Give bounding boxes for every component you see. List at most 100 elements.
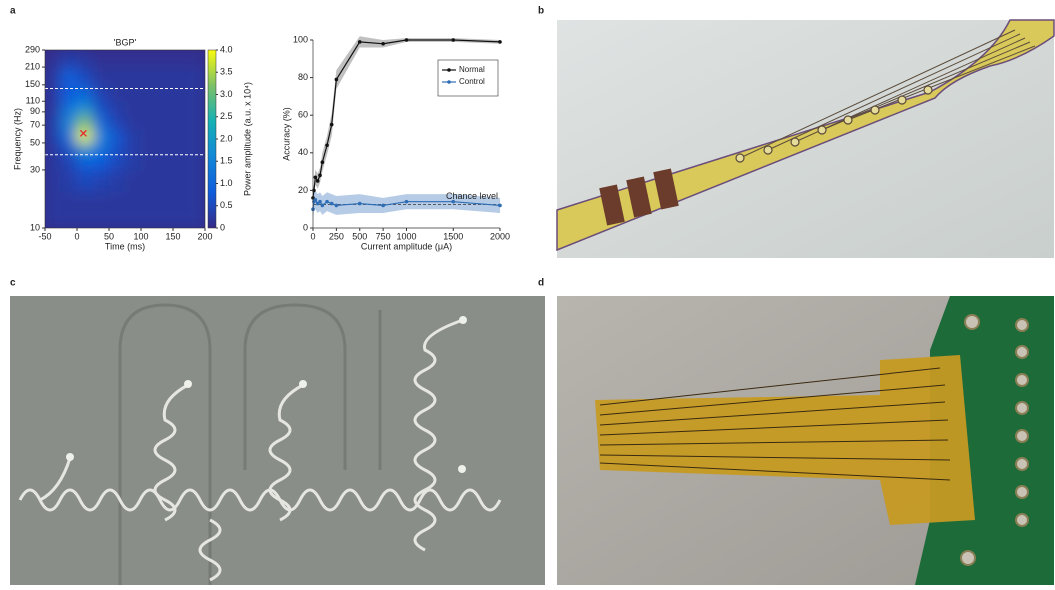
heatmap-cell bbox=[125, 154, 142, 170]
heatmap-cell bbox=[109, 67, 126, 86]
legend-marker bbox=[447, 80, 451, 84]
heatmap-cell bbox=[173, 154, 190, 170]
y-tick-label: 100 bbox=[293, 34, 308, 44]
y-tick-label: 60 bbox=[298, 110, 308, 120]
heatmap-blur bbox=[45, 50, 206, 229]
heatmap-cell bbox=[173, 169, 190, 191]
heatmap-cell bbox=[125, 169, 142, 191]
heatmap-cell bbox=[125, 142, 142, 155]
heatmap-cell bbox=[109, 129, 126, 144]
x-axis-label: Current amplitude (μA) bbox=[361, 241, 452, 251]
heatmap-cell bbox=[189, 169, 206, 191]
heatmap-cell bbox=[125, 101, 142, 116]
heatmap-cell bbox=[141, 169, 158, 191]
photo-flex-cable bbox=[557, 296, 1054, 585]
photo-probe bbox=[557, 20, 1054, 258]
heatmap-cell bbox=[157, 67, 174, 86]
y-tick-label: 10 bbox=[30, 222, 40, 232]
heatmap-cell bbox=[189, 101, 206, 116]
heatmap-cell bbox=[93, 114, 110, 129]
heatmap-cell bbox=[61, 84, 78, 101]
heatmap-cell bbox=[61, 169, 78, 191]
heatmap-cell bbox=[93, 154, 110, 170]
heatmap-cell bbox=[125, 191, 142, 229]
heatmap-cell bbox=[77, 169, 94, 191]
heatmap-cell bbox=[77, 84, 94, 101]
chart-title: 'BGP' bbox=[114, 37, 137, 47]
y-tick-label: 40 bbox=[298, 147, 308, 157]
data-point bbox=[358, 40, 362, 44]
data-point bbox=[314, 175, 318, 179]
heatmap-cell bbox=[45, 101, 62, 116]
heatmap-cell bbox=[125, 129, 142, 144]
heatmap-cell bbox=[141, 154, 158, 170]
heatmap-cell bbox=[109, 114, 126, 129]
heatmap-cell bbox=[189, 129, 206, 144]
heatmap-cell bbox=[45, 191, 62, 229]
heatmap-cell bbox=[157, 142, 174, 155]
y-tick-label: 20 bbox=[298, 185, 308, 195]
heatmap-cell bbox=[77, 50, 94, 68]
y-tick-label: 90 bbox=[30, 106, 40, 116]
heatmap-cell bbox=[45, 84, 62, 101]
heatmap-cells bbox=[45, 50, 206, 229]
heatmap-cell bbox=[93, 67, 110, 86]
x-tick-label: 150 bbox=[165, 231, 180, 241]
colorbar-tick-label: 1.5 bbox=[220, 156, 233, 166]
heatmap-cell bbox=[109, 191, 126, 229]
heatmap-cell bbox=[93, 191, 110, 229]
heatmap-cell bbox=[45, 50, 62, 68]
heatmap-cell bbox=[93, 84, 110, 101]
data-point bbox=[321, 204, 325, 208]
heatmap-cell bbox=[157, 114, 174, 129]
y-tick-label: 110 bbox=[26, 96, 40, 106]
heatmap-cell bbox=[141, 129, 158, 144]
x-tick-label: 1000 bbox=[396, 231, 416, 241]
heatmap-cell bbox=[173, 101, 190, 116]
heatmap-cell bbox=[157, 154, 174, 170]
heatmap-cell bbox=[125, 67, 142, 86]
heatmap-cell bbox=[157, 50, 174, 68]
heatmap-cell bbox=[45, 129, 62, 144]
data-point bbox=[330, 123, 334, 127]
heatmap-cell bbox=[109, 142, 126, 155]
heatmap-cell bbox=[61, 129, 78, 144]
heatmap-cell bbox=[189, 67, 206, 86]
heatmap-cell bbox=[77, 142, 94, 155]
heatmap-cell bbox=[109, 84, 126, 101]
heatmap-cell bbox=[45, 142, 62, 155]
y-tick-label: 50 bbox=[30, 137, 40, 147]
data-point bbox=[316, 179, 320, 183]
data-point bbox=[498, 40, 502, 44]
y-tick-label: 30 bbox=[30, 164, 40, 174]
legend-label: Normal bbox=[459, 65, 485, 74]
y-tick-label: 210 bbox=[25, 61, 40, 71]
heatmap-cell bbox=[109, 101, 126, 116]
heatmap-cell bbox=[77, 101, 94, 116]
legend-label: Control bbox=[459, 77, 485, 86]
data-point bbox=[381, 204, 385, 208]
colorbar-tick-label: 3.0 bbox=[220, 89, 233, 99]
heatmap-cell bbox=[189, 142, 206, 155]
colorbar-label: Power amplitude (a.u. x 10⁴) bbox=[242, 82, 252, 196]
heatmap-cell bbox=[61, 50, 78, 68]
colorbar-tick-label: 3.5 bbox=[220, 67, 233, 77]
heatmap-cell bbox=[61, 67, 78, 86]
data-point bbox=[335, 78, 339, 82]
colorbar-tick-label: 0.5 bbox=[220, 200, 233, 210]
heatmap-cell bbox=[157, 169, 174, 191]
heatmap-cell bbox=[189, 154, 206, 170]
heatmap-cell bbox=[93, 129, 110, 144]
heatmap-cell bbox=[125, 84, 142, 101]
heatmap-cell bbox=[77, 154, 94, 170]
heatmap-cell bbox=[141, 67, 158, 86]
x-tick-label: 0 bbox=[310, 231, 315, 241]
figure: a b c d bbox=[0, 0, 1055, 585]
heatmap-cell bbox=[77, 67, 94, 86]
data-point bbox=[325, 143, 329, 147]
panel-label: d bbox=[538, 278, 544, 289]
y-axis-label: Frequency (Hz) bbox=[12, 108, 22, 170]
data-point bbox=[318, 200, 322, 204]
heatmap-cell bbox=[189, 84, 206, 101]
data-point bbox=[405, 200, 409, 204]
